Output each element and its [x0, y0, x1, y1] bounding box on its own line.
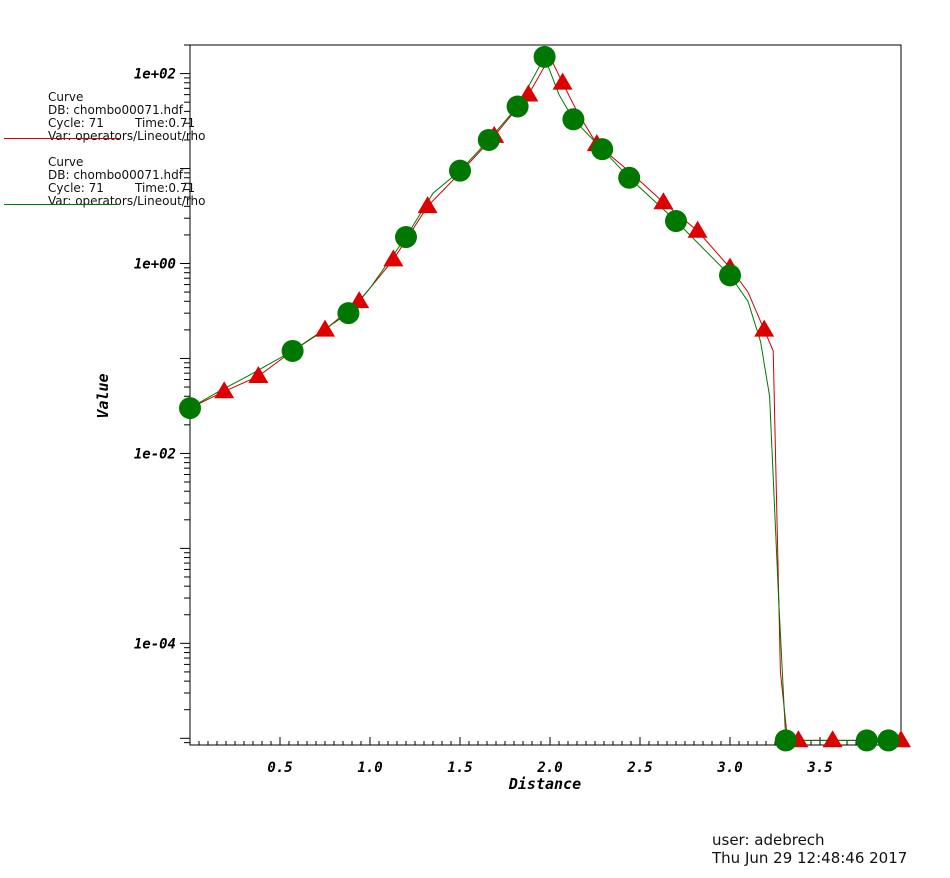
circle-marker — [719, 264, 741, 287]
circle-marker — [179, 397, 201, 420]
circle-marker — [395, 226, 417, 249]
x-axis: 0.5 1.0 1.5 2.0 2.5 3.0 3.5 — [198, 737, 902, 776]
circle-marker — [591, 138, 614, 161]
legend-db: DB: chombo00071.hdf — [48, 103, 183, 117]
circle-marker — [281, 339, 304, 362]
circle-marker — [665, 210, 687, 233]
triangle-marker — [417, 196, 438, 214]
circle-marker — [449, 159, 471, 182]
series-lines — [189, 55, 901, 741]
circle-marker — [877, 729, 900, 752]
legend-line-swatch — [4, 138, 120, 139]
circle-marker — [562, 108, 585, 131]
triangle-marker — [754, 319, 775, 337]
x-tick-label: 2.5 — [626, 760, 652, 776]
legend-line-swatch — [4, 204, 120, 205]
circle-marker — [337, 302, 360, 325]
triangle-marker — [687, 220, 708, 238]
triangle-marker — [315, 319, 335, 337]
x-tick-label: 2.0 — [536, 760, 562, 776]
y-axis-label: Value — [94, 373, 112, 418]
circle-marker — [855, 729, 878, 752]
circle-marker — [774, 729, 797, 752]
x-tick-label: 3.0 — [716, 760, 742, 776]
triangle-marker — [383, 249, 404, 267]
x-axis-label: Distance — [508, 775, 581, 793]
circle-marker — [506, 95, 529, 118]
x-tick-label: 1.5 — [447, 760, 472, 776]
legend-db: DB: chombo00071.hdf — [48, 168, 183, 182]
y-tick-label: 1e-04 — [134, 636, 176, 652]
y-tick-label: 1e-02 — [134, 446, 176, 462]
legend-var: Var: operators/Lineout/rho — [48, 194, 206, 208]
legend-cycle: Cycle: 71 — [48, 116, 104, 130]
footer-user: user: adebrech — [712, 831, 825, 849]
series-markers — [179, 45, 911, 752]
y-axis: 1e-04 1e-02 1e+00 1e+02 — [134, 44, 190, 744]
triangle-marker — [822, 730, 843, 748]
footer-timestamp: Thu Jun 29 12:48:46 2017 — [712, 849, 908, 867]
legend-time: Time:0.71 — [135, 116, 196, 130]
triangle-marker — [552, 72, 573, 90]
x-tick-label: 1.0 — [357, 760, 382, 776]
plot-frame — [189, 44, 902, 746]
x-tick-label: 0.5 — [267, 760, 292, 776]
legend-title: Curve — [48, 90, 84, 104]
legend-var: Var: operators/Lineout/rho — [48, 129, 206, 143]
triangle-marker — [214, 381, 235, 399]
legend-time: Time:0.71 — [135, 181, 196, 195]
circle-marker — [618, 166, 641, 189]
series-line-red — [189, 55, 901, 741]
triangle-marker — [248, 366, 269, 384]
legend-cycle: Cycle: 71 — [48, 181, 104, 195]
circle-marker — [533, 45, 556, 68]
circle-marker — [477, 128, 500, 151]
y-tick-label: 1e+02 — [134, 67, 176, 83]
x-tick-label: 3.5 — [806, 760, 832, 776]
triangle-marker — [653, 192, 674, 210]
series-line-green — [189, 55, 901, 741]
y-tick-label: 1e+00 — [134, 257, 176, 273]
legend-title: Curve — [48, 155, 84, 169]
